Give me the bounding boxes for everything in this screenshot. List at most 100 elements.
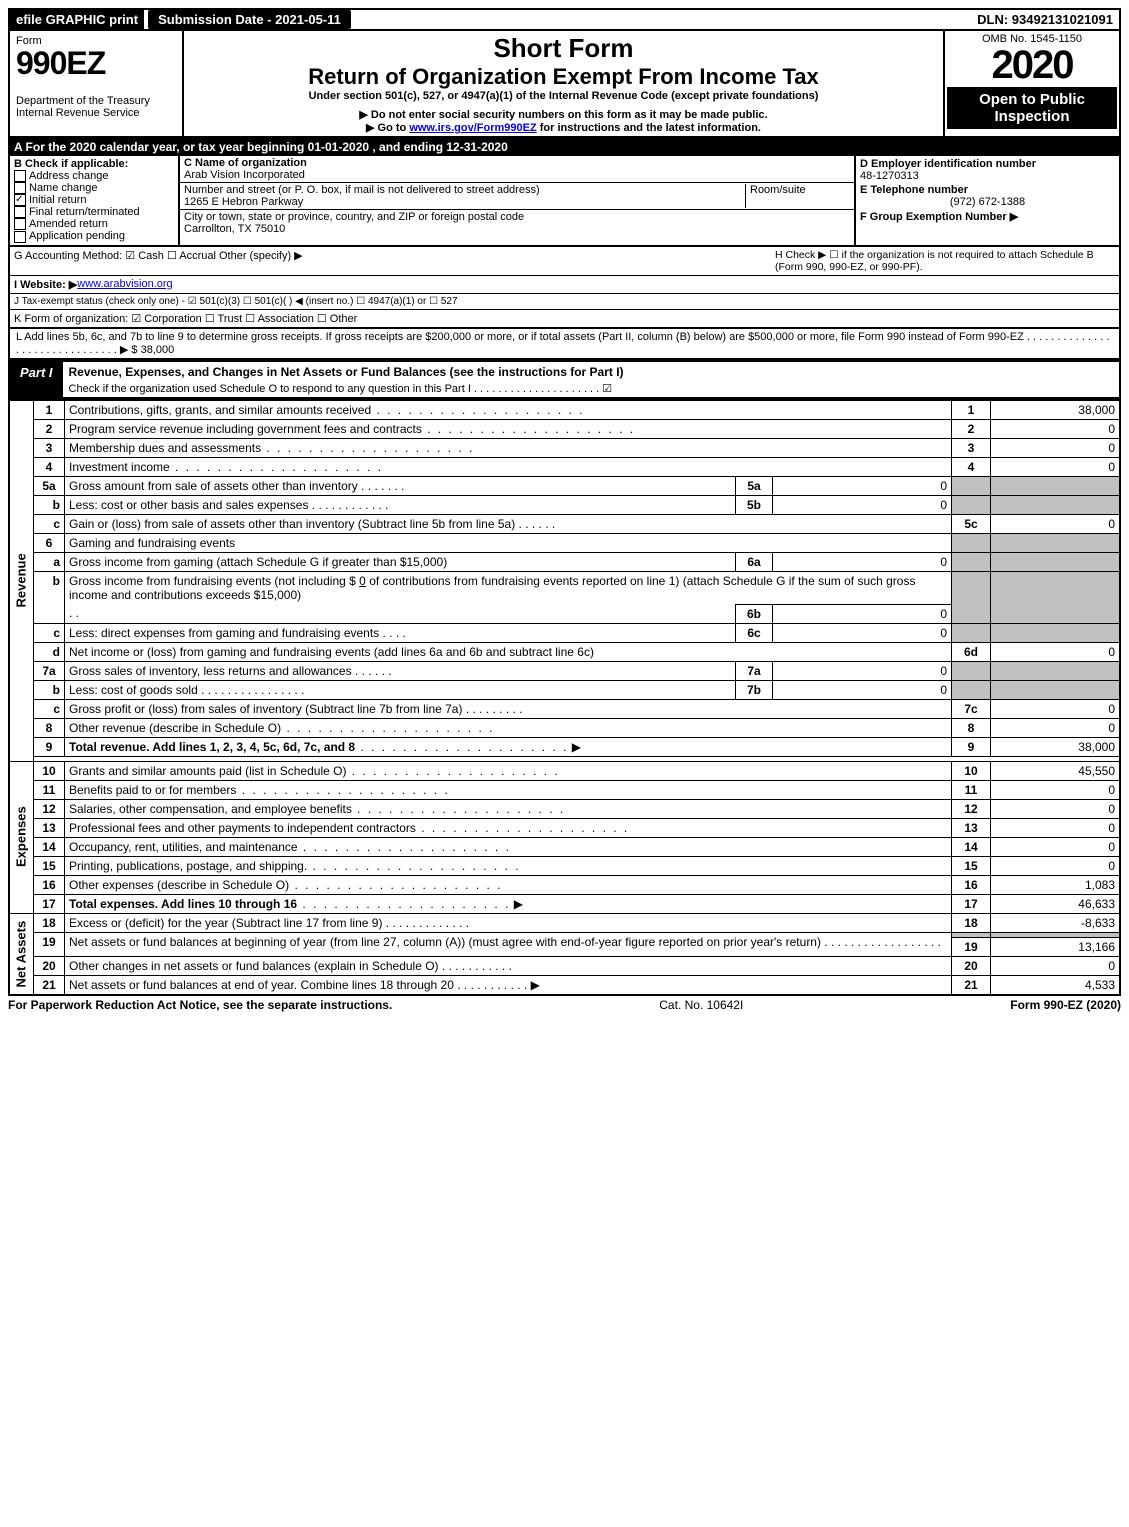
ln21-box: 21 [952, 975, 991, 995]
ln6a-greybox [952, 552, 991, 571]
ln7a-mini: 7a [736, 661, 773, 680]
ln7c-desc: Gross profit or (loss) from sales of inv… [69, 702, 462, 716]
top-bar: efile GRAPHIC print Submission Date - 20… [8, 8, 1121, 31]
ln1-box: 1 [952, 400, 991, 420]
part1-table: Revenue 1 Contributions, gifts, grants, … [8, 399, 1121, 996]
ln12-num: 12 [34, 799, 65, 818]
header-center: Short Form Return of Organization Exempt… [184, 31, 943, 136]
ln1-num: 1 [34, 400, 65, 420]
netassets-sidebar: Net Assets [9, 913, 34, 995]
g-accounting: G Accounting Method: ☑ Cash ☐ Accrual Ot… [14, 249, 775, 273]
row-k: K Form of organization: ☑ Corporation ☐ … [8, 310, 1121, 329]
ln13-num: 13 [34, 818, 65, 837]
ln6b-mini: 6b [736, 604, 773, 623]
e-label: E Telephone number [860, 184, 1115, 196]
ln6c-greybox [952, 623, 991, 642]
cb-initial-return[interactable]: Initial return [14, 194, 174, 206]
ln6b-miniamt: 0 [773, 604, 952, 623]
irs-link[interactable]: www.irs.gov/Form990EZ [409, 122, 536, 134]
ln20-num: 20 [34, 956, 65, 975]
ln21-amt: 4,533 [991, 975, 1121, 995]
ln12-box: 12 [952, 799, 991, 818]
ln6c-desc: Less: direct expenses from gaming and fu… [69, 626, 379, 640]
goto-post: for instructions and the latest informat… [540, 122, 761, 134]
ln9-amt: 38,000 [991, 737, 1121, 756]
ln10-num: 10 [34, 761, 65, 780]
ln18-box: 18 [952, 913, 991, 932]
ln15-box: 15 [952, 856, 991, 875]
form-number: 990EZ [16, 47, 176, 79]
cb-name-change[interactable]: Name change [14, 182, 174, 194]
row-j: J Tax-exempt status (check only one) - ☑… [8, 294, 1121, 310]
ln19-num: 19 [34, 932, 65, 956]
ln11-num: 11 [34, 780, 65, 799]
efile-badge: efile GRAPHIC print [10, 10, 144, 29]
ln20-amt: 0 [991, 956, 1121, 975]
ln12-amt: 0 [991, 799, 1121, 818]
ln3-amt: 0 [991, 438, 1121, 457]
goto-note: ▶ Go to www.irs.gov/Form990EZ for instru… [188, 121, 939, 134]
ln11-box: 11 [952, 780, 991, 799]
room-label: Room/suite [745, 184, 850, 208]
ein-value: 48-1270313 [860, 170, 1115, 182]
ln6a-greyamt [991, 552, 1121, 571]
ln16-desc: Other expenses (describe in Schedule O) [69, 878, 289, 892]
website-link[interactable]: www.arabvision.org [77, 278, 172, 291]
title-short-form: Short Form [188, 33, 939, 64]
ln20-desc: Other changes in net assets or fund bala… [69, 959, 439, 973]
ln18-desc: Excess or (deficit) for the year (Subtra… [69, 916, 382, 930]
ln6c-miniamt: 0 [773, 623, 952, 642]
c-name-cell: C Name of organization Arab Vision Incor… [180, 156, 854, 183]
section-b: B Check if applicable: Address change Na… [10, 156, 180, 245]
ln5a-greybox [952, 476, 991, 495]
ln6d-amt: 0 [991, 642, 1121, 661]
f-label: F Group Exemption Number ▶ [860, 210, 1115, 223]
cb-address-change[interactable]: Address change [14, 170, 174, 182]
ln7b-miniamt: 0 [773, 680, 952, 699]
ln18-num: 18 [34, 913, 65, 932]
line-a-taxyear: A For the 2020 calendar year, or tax yea… [8, 138, 1121, 156]
row-l: L Add lines 5b, 6c, and 7b to line 9 to … [8, 329, 1121, 360]
ln11-amt: 0 [991, 780, 1121, 799]
addr-label: Number and street (or P. O. box, if mail… [184, 184, 745, 196]
submission-date-badge: Submission Date - 2021-05-11 [148, 10, 351, 29]
ln5b-desc: Less: cost or other basis and sales expe… [69, 498, 308, 512]
ln8-num: 8 [34, 718, 65, 737]
ln13-box: 13 [952, 818, 991, 837]
ln6-desc: Gaming and fundraising events [65, 533, 952, 552]
ln5c-desc: Gain or (loss) from sale of assets other… [69, 517, 515, 531]
city-val: Carrollton, TX 75010 [184, 223, 850, 235]
ln7b-greybox [952, 680, 991, 699]
ln9-box: 9 [952, 737, 991, 756]
ln3-box: 3 [952, 438, 991, 457]
ln10-desc: Grants and similar amounts paid (list in… [69, 764, 346, 778]
ln6b-greybox [952, 571, 991, 623]
ln4-desc: Investment income [69, 460, 170, 474]
phone-value: (972) 672-1388 [860, 196, 1115, 208]
h-schedule-b: H Check ▶ ☐ if the organization is not r… [775, 249, 1115, 273]
dept-treasury: Department of the Treasury [16, 95, 176, 107]
city-label: City or town, state or province, country… [184, 211, 850, 223]
section-def: D Employer identification number 48-1270… [856, 156, 1119, 245]
ln7a-greybox [952, 661, 991, 680]
part1-header: Part I Revenue, Expenses, and Changes in… [8, 360, 1121, 399]
footer-center: Cat. No. 10642I [392, 998, 1010, 1012]
ln5b-miniamt: 0 [773, 495, 952, 514]
ln17-box: 17 [952, 894, 991, 913]
d-label: D Employer identification number [860, 158, 1115, 170]
ln6c-mini: 6c [736, 623, 773, 642]
ln7b-desc: Less: cost of goods sold [69, 683, 198, 697]
cb-amended-return[interactable]: Amended return [14, 218, 174, 230]
ln5a-num: 5a [34, 476, 65, 495]
header-left: Form 990EZ Department of the Treasury In… [10, 31, 184, 136]
cb-final-return[interactable]: Final return/terminated [14, 206, 174, 218]
b-label: B Check if applicable: [14, 158, 174, 170]
ln9-num: 9 [34, 737, 65, 756]
ln6d-box: 6d [952, 642, 991, 661]
ln8-desc: Other revenue (describe in Schedule O) [69, 721, 281, 735]
ln13-amt: 0 [991, 818, 1121, 837]
ln8-amt: 0 [991, 718, 1121, 737]
cb-application-pending[interactable]: Application pending [14, 230, 174, 242]
ln20-box: 20 [952, 956, 991, 975]
ln18-amt: -8,633 [991, 913, 1121, 932]
